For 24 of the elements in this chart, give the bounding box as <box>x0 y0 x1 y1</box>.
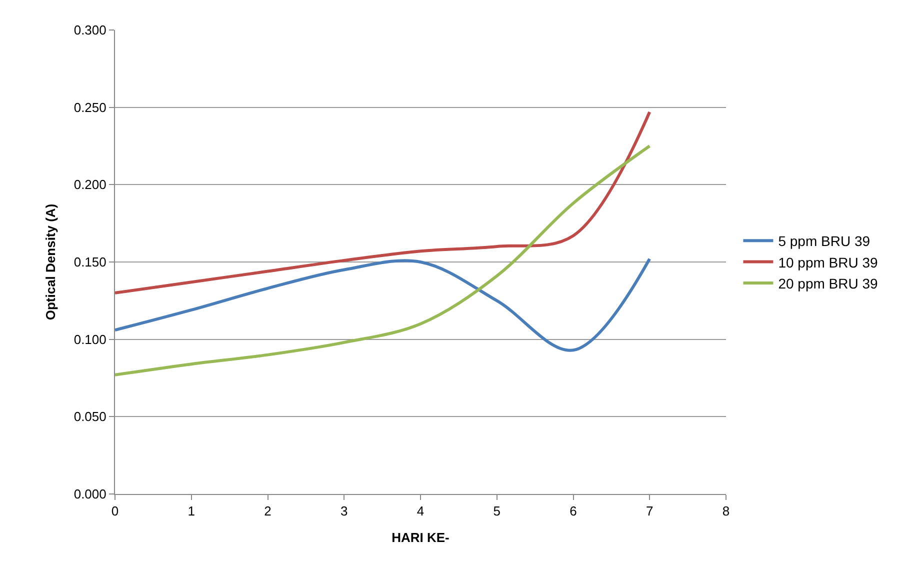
x-tick-label: 4 <box>416 504 424 519</box>
y-axis-title: Optical Density (A) <box>42 204 58 320</box>
legend-label: 20 ppm BRU 39 <box>778 275 878 292</box>
y-tick-label: 0.250 <box>74 100 106 115</box>
y-tick-label: 0.150 <box>74 254 106 270</box>
line-series <box>115 110 652 294</box>
y-tick-label: 0.000 <box>74 486 106 502</box>
y-tick-label: 0.100 <box>74 332 106 347</box>
legend-label: 10 ppm BRU 39 <box>778 254 878 270</box>
x-tick-label: 7 <box>646 504 654 519</box>
x-tick-label: 6 <box>570 504 577 519</box>
line-series <box>115 144 652 376</box>
x-tick-label: 3 <box>340 504 348 519</box>
x-tick-label: 1 <box>188 504 195 519</box>
y-tick-label: 0.050 <box>74 409 106 424</box>
x-tick-label: 8 <box>722 504 730 519</box>
y-tick-label: 0.300 <box>74 22 106 38</box>
line-series <box>115 257 652 352</box>
y-tick-label: 0.200 <box>74 177 106 192</box>
x-tick-label: 5 <box>493 504 500 519</box>
x-tick-label: 0 <box>111 504 119 519</box>
legend-label: 5 ppm BRU 39 <box>778 233 870 250</box>
x-tick-label: 2 <box>264 504 272 519</box>
x-axis-title: HARI KE- <box>392 530 450 546</box>
